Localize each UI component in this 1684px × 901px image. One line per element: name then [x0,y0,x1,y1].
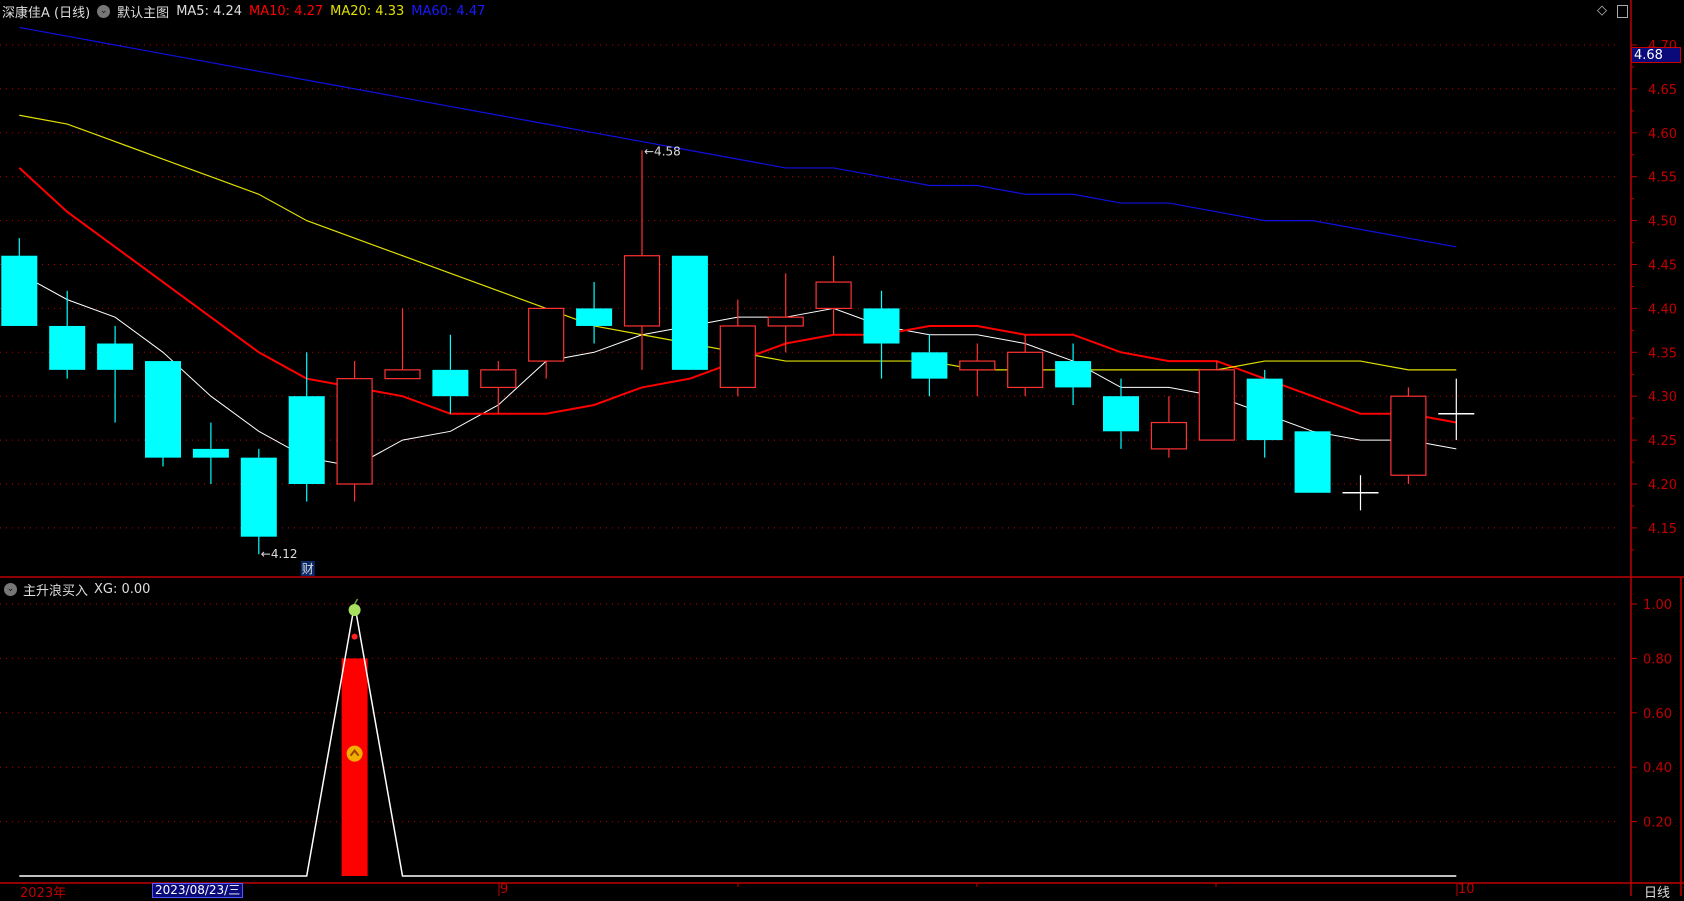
apple-leaf-icon [353,598,359,605]
candle-up [1390,395,1427,476]
candle-up [384,369,421,380]
signal-dot-icon [351,633,358,640]
price-tick-label: 4.45 [1648,259,1677,274]
candle-up [767,316,804,327]
price-tick-label: 4.15 [1648,522,1677,537]
candle-down [1103,396,1139,432]
price-tick-label: 4.50 [1648,215,1677,230]
finance-marker-bg [300,561,315,576]
candle-down [1,255,38,326]
ma20-value: MA20: 4.33 [330,3,405,19]
year-label: 2023年 [20,886,67,901]
price-tick-label: 4.30 [1648,390,1677,405]
indicator-xg-line [19,603,1457,877]
month-label-10: 10 [1458,882,1475,897]
indicator-value: XG: 0.00 [94,582,151,597]
indicator-tick-label: 0.80 [1643,652,1672,667]
indicator-tick-label: 0.20 [1643,816,1672,831]
candle-up [959,360,996,371]
candle-down [49,325,86,370]
chevron-up-icon [349,748,360,757]
candle-down [145,361,181,458]
candle-up [480,369,517,389]
candle-down [671,255,708,370]
panel-toggle-icon[interactable] [1617,5,1628,18]
indicator-tick-label: 1.00 [1643,598,1672,613]
price-tick-label: 4.20 [1648,478,1677,493]
candle-up [1198,369,1235,441]
line-ma60 [19,26,1457,248]
candle-up [623,255,661,327]
price-tick-label: 4.55 [1648,171,1677,186]
indicator-bar [341,658,368,876]
candle-down [1246,378,1283,441]
low-price-marker: ←4.12 [261,547,298,561]
high-price-marker: ←4.58 [644,144,681,158]
candle-down [97,343,134,370]
candle-up [1150,421,1188,450]
candle-up [1007,351,1044,389]
ma10-value: MA10: 4.27 [249,3,324,19]
candle-down [1294,431,1331,493]
price-tick-label: 4.25 [1648,434,1677,449]
candle-down [288,396,325,484]
chart-header: 深康佳A (日线) ⌄ 默认主图 MA5: 4.24 MA10: 4.27 MA… [2,2,486,21]
price-tick-label: 4.40 [1648,302,1677,317]
candle-down [911,352,948,379]
candle-up [336,378,373,485]
buy-signal-icon [346,745,363,762]
price-tick-label: 4.35 [1648,346,1677,361]
candle-up [719,325,756,389]
finance-marker: 财 [302,562,314,576]
chevron-down-icon[interactable]: ⌄ [4,583,17,596]
apple-icon [348,604,361,616]
candle-down [576,308,613,326]
candle-down [192,448,229,458]
indicator-tick-label: 0.40 [1643,761,1672,776]
template-selector[interactable]: 默认主图 [117,5,170,21]
price-tick-label: 4.65 [1648,83,1677,98]
current-price-label: 4.68 [1631,47,1681,63]
indicator-title[interactable]: 主升浪买入 [23,584,89,599]
ma60-value: MA60: 4.47 [411,3,486,19]
indicator-tick-label: 0.60 [1643,707,1672,722]
chevron-down-icon[interactable]: ⌄ [97,4,111,18]
candle-down [240,457,277,537]
candle-up [528,307,565,362]
stock-title: 深康佳A (日线) [2,5,91,21]
candle-down [1055,361,1092,388]
candle-down [863,308,900,344]
month-label-9: 9 [500,882,509,897]
indicator-header: ⌄ 主升浪买入 XG: 0.00 [4,580,150,599]
diamond-icon[interactable]: ◇ [1597,3,1607,18]
period-label[interactable]: 日线 [1644,886,1671,901]
candle-up [815,281,852,309]
candle-down [432,369,469,397]
price-tick-label: 4.60 [1648,127,1677,142]
ma5-value: MA5: 4.24 [176,3,243,19]
